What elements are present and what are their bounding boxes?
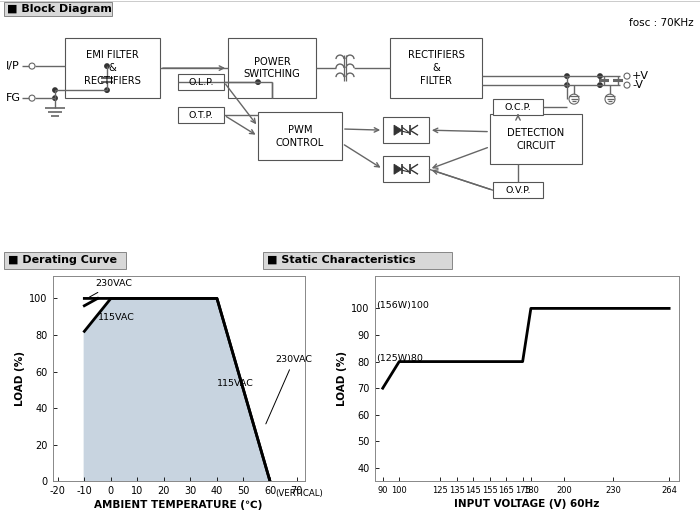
Bar (0, 1, 700, 2)
Text: O.T.P.: O.T.P. (188, 111, 214, 120)
Polygon shape (394, 125, 402, 135)
X-axis label: AMBIENT TEMPERATURE (℃): AMBIENT TEMPERATURE (℃) (94, 500, 262, 510)
Bar (383, 156, 429, 182)
Text: ■ Derating Curve: ■ Derating Curve (8, 254, 118, 265)
Text: O.V.P.: O.V.P. (505, 186, 531, 195)
Bar (390, 38, 482, 98)
Bar (490, 114, 582, 164)
Bar (4, 2, 112, 16)
Circle shape (256, 80, 260, 84)
Circle shape (598, 83, 602, 88)
Circle shape (565, 83, 569, 88)
Text: EMI FILTER
&
RECTIFIERS: EMI FILTER & RECTIFIERS (84, 50, 141, 86)
Text: fosc : 70KHz: fosc : 70KHz (629, 18, 694, 28)
Circle shape (52, 96, 57, 100)
Text: (VERTICAL): (VERTICAL) (275, 489, 323, 498)
Text: -V: -V (632, 80, 643, 90)
Bar (258, 112, 342, 160)
Circle shape (105, 64, 109, 68)
Bar (228, 38, 316, 98)
Text: FG: FG (6, 93, 21, 103)
Text: 115VAC: 115VAC (97, 313, 134, 323)
Y-axis label: LOAD (%): LOAD (%) (337, 351, 347, 407)
Text: ■ Static Characteristics: ■ Static Characteristics (267, 254, 416, 265)
Text: O.C.P.: O.C.P. (505, 102, 531, 112)
X-axis label: INPUT VOLTAGE (V) 60Hz: INPUT VOLTAGE (V) 60Hz (454, 499, 599, 509)
Bar (65, 38, 160, 98)
Polygon shape (394, 164, 402, 174)
Text: PWM
CONTROL: PWM CONTROL (276, 125, 324, 147)
Polygon shape (84, 298, 270, 481)
Text: (125W)80: (125W)80 (376, 354, 423, 364)
Circle shape (105, 88, 109, 92)
Bar (383, 117, 429, 143)
Text: 230VAC: 230VAC (266, 355, 312, 424)
Text: +V: +V (632, 71, 649, 81)
Circle shape (565, 74, 569, 78)
Text: 115VAC: 115VAC (217, 379, 254, 388)
Circle shape (598, 74, 602, 78)
Bar (178, 107, 224, 123)
Bar (493, 99, 543, 115)
Text: ■ Block Diagram: ■ Block Diagram (7, 4, 112, 14)
Bar (178, 74, 224, 90)
Y-axis label: LOAD (%): LOAD (%) (15, 351, 25, 407)
Text: RECTIFIERS
&
FILTER: RECTIFIERS & FILTER (407, 50, 464, 86)
Text: O.L.P.: O.L.P. (188, 78, 214, 87)
Text: (156W)100: (156W)100 (376, 301, 429, 310)
Text: POWER
SWITCHING: POWER SWITCHING (244, 57, 300, 79)
Text: I/P: I/P (6, 61, 20, 71)
Circle shape (52, 88, 57, 92)
Text: 230VAC: 230VAC (90, 279, 132, 297)
Text: DETECTION
CIRCUIT: DETECTION CIRCUIT (508, 128, 565, 151)
Bar (493, 182, 543, 198)
